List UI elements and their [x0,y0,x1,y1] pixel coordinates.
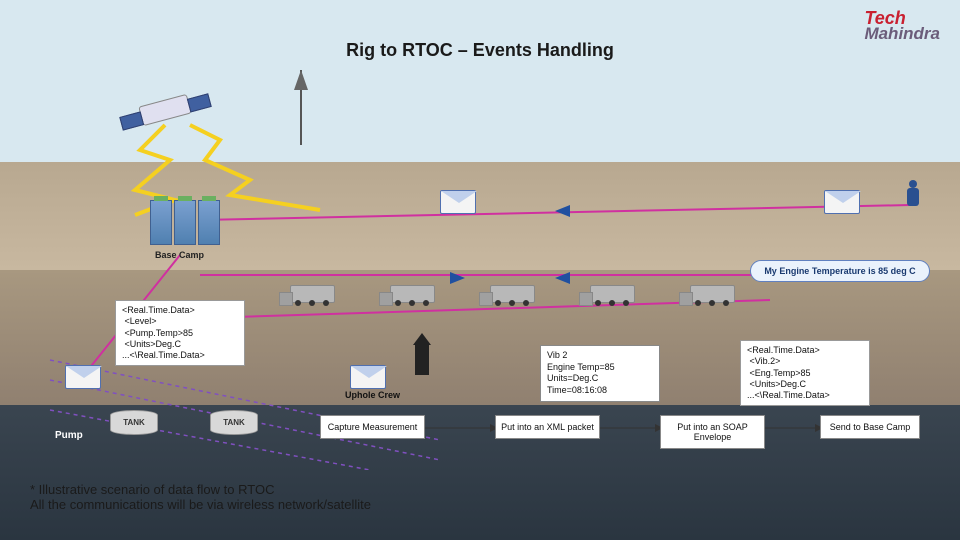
base-camp-label: Base Camp [155,250,204,260]
drill-rig-icon [300,70,302,145]
truck-icon [690,285,735,303]
building-icon [198,200,220,245]
tank-label: TANK [111,418,157,427]
base-camp-buildings [150,200,220,245]
building-icon [174,200,196,245]
wellhead-icon [415,345,429,375]
flow-step-send: Send to Base Camp [820,415,920,439]
page-title: Rig to RTOC – Events Handling [0,40,960,61]
truck-icon [490,285,535,303]
truck-icon [290,285,335,303]
building-icon [150,200,172,245]
footer-note: * Illustrative scenario of data flow to … [30,482,371,512]
truck-icon [590,285,635,303]
uphole-crew-label: Uphole Crew [345,390,400,400]
footer-line1: * Illustrative scenario of data flow to … [30,482,371,497]
tank-label: TANK [211,418,257,427]
envelope-icon [824,190,860,214]
tank-icon: TANK [210,410,258,435]
envelope-icon [440,190,476,214]
scene: Base Camp My Engine Temperature is 85 de… [20,70,940,470]
flow-step-capture: Capture Measurement [320,415,425,439]
satellite-icon [138,94,191,126]
logo: Tech Mahindra [864,10,940,41]
slide: Tech Mahindra Rig to RTOC – Events Handl… [0,0,960,540]
vib-info-box: Vib 2 Engine Temp=85 Units=Deg.C Time=08… [540,345,660,402]
truck-icon [390,285,435,303]
person-icon [906,180,920,210]
flow-step-xml: Put into an XML packet [495,415,600,439]
envelope-icon [65,365,101,389]
tank-icon: TANK [110,410,158,435]
footer-line2: All the communications will be via wirel… [30,497,371,512]
pump-label: Pump [55,430,83,441]
envelope-icon [350,365,386,389]
xml-data-left: <Real.Time.Data> <Level> <Pump.Temp>85 <… [115,300,245,366]
xml-data-right: <Real.Time.Data> <Vib.2> <Eng.Temp>85 <U… [740,340,870,406]
speech-bubble: My Engine Temperature is 85 deg C [750,260,930,282]
flow-step-soap: Put into an SOAP Envelope [660,415,765,449]
